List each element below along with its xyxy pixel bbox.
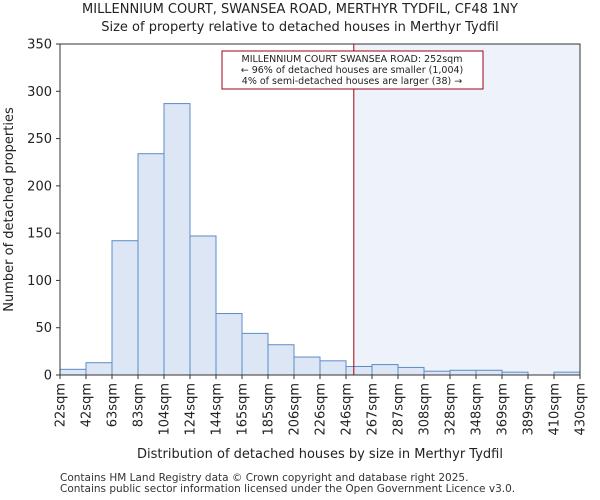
x-tick-label: 308sqm xyxy=(418,383,433,436)
y-tick-label: 200 xyxy=(27,179,52,194)
annotation-box: MILLENNIUM COURT SWANSEA ROAD: 252sqm ← … xyxy=(221,50,484,90)
bar-246sqm xyxy=(345,365,373,376)
annotation-line-2: ← 96% of detached houses are smaller (1,… xyxy=(241,65,464,76)
y-tick-label: 0 xyxy=(44,369,52,384)
bar-63sqm xyxy=(111,240,139,376)
chart-title: MILLENNIUM COURT, SWANSEA ROAD, MERTHYR … xyxy=(82,2,518,17)
bar-83sqm xyxy=(137,153,165,376)
annotation-line-3: 4% of semi-detached houses are larger (3… xyxy=(242,76,462,87)
bar-185sqm xyxy=(267,344,295,376)
y-axis-label: Number of detached properties xyxy=(2,107,17,312)
footer: Contains HM Land Registry data © Crown c… xyxy=(60,473,515,495)
annotation-line-1: MILLENNIUM COURT SWANSEA ROAD: 252sqm xyxy=(242,54,463,65)
x-tick-label: 165sqm xyxy=(236,383,251,436)
x-tick-label: 144sqm xyxy=(210,383,225,436)
bars xyxy=(59,103,581,376)
footer-line-2: Contains public sector information licen… xyxy=(60,483,516,495)
x-tick-label: 206sqm xyxy=(288,383,303,436)
x-tick-label: 104sqm xyxy=(158,383,173,436)
bar-104sqm xyxy=(163,103,191,376)
x-tick-label: 328sqm xyxy=(444,383,459,436)
x-tick-label: 410sqm xyxy=(548,383,563,436)
x-tick-label: 267sqm xyxy=(366,383,381,436)
y-axis: 0 50 100 150 200 250 300 350 xyxy=(27,38,60,384)
y-tick-label: 50 xyxy=(35,321,52,336)
x-tick-label: 348sqm xyxy=(470,383,485,436)
y-tick-label: 150 xyxy=(27,227,52,242)
x-tick-label: 42sqm xyxy=(80,383,95,427)
bar-144sqm xyxy=(215,313,243,376)
x-tick-label: 287sqm xyxy=(392,383,407,436)
x-tick-label: 22sqm xyxy=(54,383,69,427)
x-tick-label: 226sqm xyxy=(314,383,329,436)
bar-124sqm xyxy=(189,235,217,376)
footer-line-1: Contains HM Land Registry data © Crown c… xyxy=(60,472,469,484)
bar-42sqm xyxy=(85,362,113,376)
bar-267sqm xyxy=(371,364,399,376)
bar-328sqm xyxy=(449,369,477,376)
y-tick-label: 100 xyxy=(27,274,52,289)
x-axis: 22sqm 42sqm 63sqm 83sqm 104sqm 124sqm 144sqm 16… xyxy=(54,375,589,436)
y-tick-label: 350 xyxy=(27,38,52,53)
y-tick-label: 250 xyxy=(27,132,52,147)
x-tick-label: 389sqm xyxy=(522,383,537,436)
annotation-frame xyxy=(221,50,484,90)
x-axis-label: Distribution of detached houses by size … xyxy=(137,447,503,462)
x-tick-label: 369sqm xyxy=(496,383,511,436)
bar-226sqm xyxy=(319,360,347,376)
x-tick-label: 124sqm xyxy=(184,383,199,436)
y-tick-label: 300 xyxy=(27,85,52,100)
bar-165sqm xyxy=(241,332,269,376)
bar-308sqm xyxy=(423,370,451,376)
bar-22sqm xyxy=(59,368,87,376)
x-tick-label: 246sqm xyxy=(340,383,355,436)
bar-206sqm xyxy=(293,356,321,376)
x-tick-label: 430sqm xyxy=(574,383,589,436)
x-tick-label: 185sqm xyxy=(262,383,277,436)
chart-subtitle: Size of property relative to detached ho… xyxy=(101,20,499,35)
highlight-region xyxy=(353,44,580,375)
x-tick-label: 63sqm xyxy=(106,383,121,427)
bar-348sqm xyxy=(475,369,503,376)
bar-287sqm xyxy=(397,366,425,376)
x-tick-label: 83sqm xyxy=(132,383,147,427)
